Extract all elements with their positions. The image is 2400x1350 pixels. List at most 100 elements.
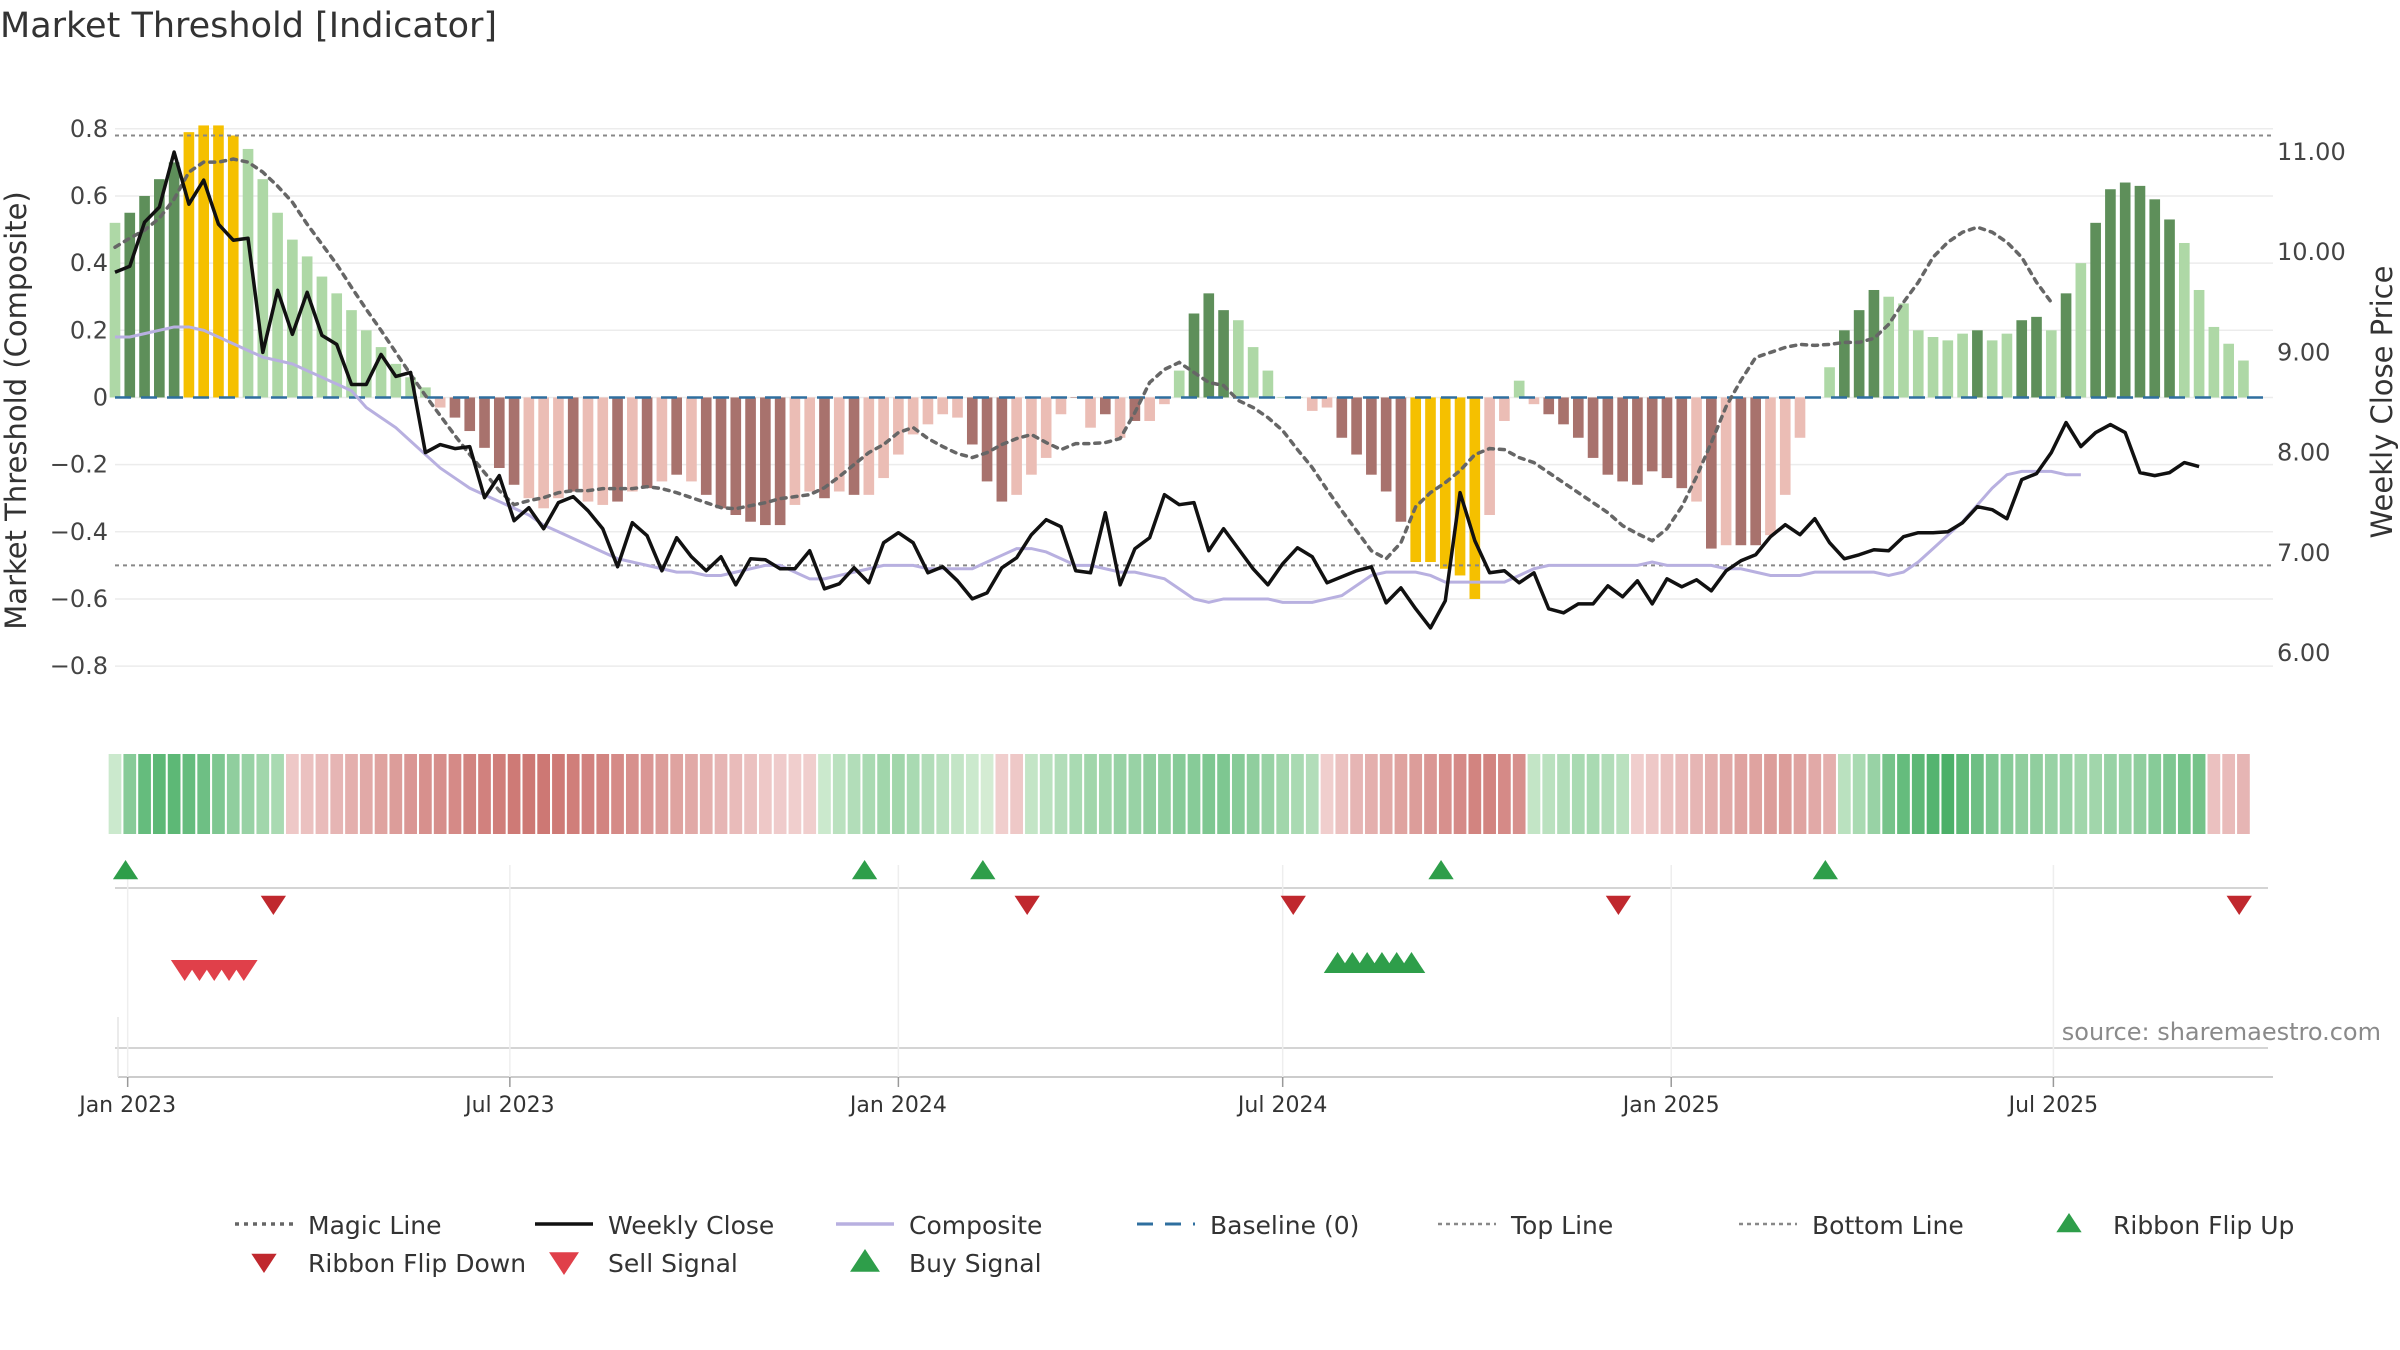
legend-swatch — [850, 1249, 880, 1272]
composite-bar — [1587, 397, 1599, 458]
y-tick-label: 0 — [93, 383, 108, 411]
ribbon-cell — [906, 754, 920, 834]
ribbon-cell — [1468, 754, 1482, 834]
y-axis-title: Market Threshold (Composite) — [0, 191, 33, 629]
composite-bar — [774, 397, 786, 526]
ribbon-cell — [1616, 754, 1629, 834]
ribbon-cell — [389, 754, 403, 834]
ribbon-cell — [1305, 754, 1319, 834]
composite-bar — [1454, 397, 1466, 576]
grid-lines — [115, 128, 2273, 667]
ribbon-cell — [1690, 754, 1703, 834]
x-tick-label: Jan 2024 — [848, 1093, 947, 1118]
ribbon-cell — [2118, 754, 2132, 834]
composite-bar — [1425, 397, 1436, 563]
composite-bar — [819, 397, 830, 499]
composite-bar — [1794, 397, 1806, 438]
composite-bar — [2193, 289, 2205, 398]
ribbon-cell — [936, 754, 950, 834]
ribbon-cell — [1911, 754, 1925, 834]
ribbon-cell — [1498, 754, 1511, 834]
x-tick-label: Jul 2024 — [1236, 1093, 1328, 1118]
composite-bar — [2223, 343, 2234, 398]
signal-panels — [115, 865, 2273, 1087]
ribbon-cell — [1143, 754, 1157, 834]
ribbon-cell — [123, 754, 137, 834]
composite-bar — [1942, 340, 1954, 398]
composite-bar — [434, 397, 446, 408]
ribbon-cell — [167, 754, 181, 834]
composite-bar — [287, 239, 298, 398]
ribbon-cell — [152, 754, 166, 834]
ribbon-cell — [1217, 754, 1230, 834]
legend-label: Ribbon Flip Down — [308, 1249, 526, 1278]
ribbon-cell — [2163, 754, 2176, 834]
x-tick-label: Jan 2023 — [77, 1093, 176, 1118]
composite-bar — [641, 397, 653, 489]
ribbon-cell — [1778, 754, 1792, 834]
composite-bar — [1972, 330, 1983, 398]
composite-bar — [671, 397, 682, 475]
composite-bar — [700, 397, 712, 495]
ribbon-cell — [1291, 754, 1304, 834]
composite-bar — [1957, 333, 1968, 398]
y-tick-label: 0.2 — [70, 316, 108, 344]
composite-bar — [1632, 397, 1643, 485]
composite-bar — [124, 212, 136, 398]
composite-bar — [2119, 182, 2131, 398]
composite-bar — [1085, 397, 1096, 428]
ribbon-cell — [744, 754, 757, 834]
legend-label: Composite — [909, 1211, 1042, 1240]
composite-bar — [109, 222, 121, 398]
composite-bar — [2090, 222, 2101, 398]
composite-bar — [730, 397, 742, 515]
ribbon-cell — [1187, 754, 1201, 834]
composite-bar — [1617, 397, 1628, 482]
composite-bar — [213, 125, 224, 398]
composite-bar — [1572, 397, 1584, 438]
composite-bar — [1691, 397, 1702, 502]
composite-bar — [1055, 397, 1067, 415]
ribbon-cell — [1394, 754, 1408, 834]
ribbon-cell — [1335, 754, 1349, 834]
composite-bar — [1868, 289, 1880, 398]
composite-bar — [508, 397, 520, 485]
ribbon-cell — [256, 754, 270, 834]
x-tick-label: Jul 2025 — [2007, 1093, 2099, 1118]
composite-bar — [1410, 397, 1422, 563]
legend-item: Buy Signal — [850, 1249, 1042, 1278]
ribbon-cell — [2148, 754, 2162, 834]
composite-bar — [1499, 397, 1510, 421]
y2-tick-label: 10.00 — [2277, 238, 2346, 266]
ribbon-cell — [1438, 754, 1452, 834]
composite-bar — [1543, 397, 1555, 415]
composite-bar — [848, 397, 860, 495]
x-tick-label: Jan 2025 — [1621, 1093, 1720, 1118]
legend-label: Top Line — [1510, 1211, 1613, 1240]
legend-label: Sell Signal — [608, 1249, 738, 1278]
composite-bar — [656, 397, 668, 482]
composite-bar — [257, 179, 269, 398]
composite-bar — [2001, 333, 2013, 398]
ribbon-cell — [1010, 754, 1023, 834]
legend-item: Bottom Line — [1739, 1211, 1964, 1240]
ribbon-cell — [1409, 754, 1423, 834]
y2-tick-label: 9.00 — [2277, 338, 2330, 366]
ribbon-flip-down-marker — [2226, 895, 2252, 915]
ribbon-cell — [2074, 754, 2088, 834]
ribbon-cell — [596, 754, 610, 834]
ribbon-cell — [773, 754, 787, 834]
ribbon-cell — [2000, 754, 2014, 834]
composite-bar — [937, 397, 949, 415]
ribbon-cell — [1350, 754, 1363, 834]
ribbon-cell — [1202, 754, 1216, 834]
composite-bar — [1040, 397, 1052, 458]
ribbon-cell — [374, 754, 388, 834]
y-tick-label: 0.8 — [70, 115, 108, 143]
composite-bar — [1380, 397, 1392, 492]
composite-bar — [1646, 397, 1658, 472]
composite-bar — [1676, 397, 1688, 489]
ribbon-cell — [1320, 754, 1334, 834]
ribbon-cell — [2237, 754, 2250, 834]
composite-bar — [1735, 397, 1747, 546]
